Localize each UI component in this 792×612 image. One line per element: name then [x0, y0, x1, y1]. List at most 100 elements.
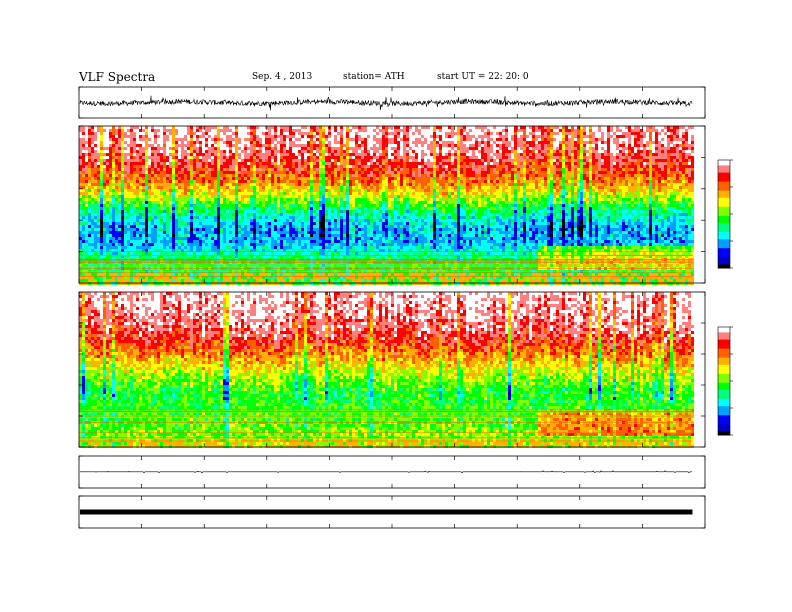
spectrogram-cell	[181, 147, 184, 150]
spectrogram-cell	[394, 174, 397, 177]
spectrogram-cell	[688, 132, 691, 135]
spectrogram-cell	[325, 162, 328, 165]
spectrogram-cell	[268, 165, 271, 168]
spectrogram-cell	[106, 129, 109, 132]
spectrogram-cell	[226, 192, 229, 195]
spectrogram-cell	[94, 177, 97, 180]
spectrogram-cell	[619, 153, 622, 156]
spectrogram-cell	[100, 129, 103, 132]
spectrogram-cell	[154, 135, 157, 138]
spectrogram-cell	[505, 162, 508, 165]
spectrogram-cell	[553, 150, 556, 153]
spectrogram-cell	[655, 135, 658, 138]
spectrogram-cell	[496, 174, 499, 177]
spectrogram-cell	[397, 138, 400, 141]
spectrogram-cell	[220, 150, 223, 153]
spectrogram-cell	[124, 180, 127, 183]
spectrogram-cell	[181, 189, 184, 192]
spectrogram-cell	[436, 165, 439, 168]
spectrogram-cell	[133, 165, 136, 168]
spectrogram-cell	[163, 153, 166, 156]
spectrogram-cell	[115, 189, 118, 192]
spectrogram-cell	[493, 177, 496, 180]
spectrogram-cell	[142, 186, 145, 189]
spectrogram-cell	[643, 177, 646, 180]
spectrogram-cell	[511, 195, 514, 198]
spectrogram-cell	[463, 177, 466, 180]
spectrogram-cell	[586, 141, 589, 144]
spectrogram-cell	[211, 186, 214, 189]
spectrogram-cell	[493, 180, 496, 183]
spectrogram-cell	[394, 195, 397, 198]
spectrogram-cell	[253, 144, 256, 147]
spectrogram-cell	[517, 165, 520, 168]
spectrogram-cell	[682, 156, 685, 159]
spectrogram-cell	[532, 180, 535, 183]
spectrogram-cell	[112, 147, 115, 150]
spectrogram-cell	[97, 189, 100, 192]
spectrogram-cell	[688, 135, 691, 138]
spectrogram-cell	[601, 126, 604, 129]
spectrogram-cell	[94, 147, 97, 150]
spectrogram-cell	[412, 168, 415, 171]
spectrogram-cell	[97, 195, 100, 198]
spectrogram-cell	[316, 141, 319, 144]
spectrogram-cell	[127, 129, 130, 132]
spectrogram-cell	[457, 186, 460, 189]
spectrogram-cell	[250, 177, 253, 180]
spectrogram-cell	[268, 171, 271, 174]
spectrogram-cell	[610, 177, 613, 180]
spectrogram-cell	[472, 126, 475, 129]
spectrogram-cell	[505, 135, 508, 138]
spectrogram-cell	[442, 168, 445, 171]
spectrogram-cell	[313, 156, 316, 159]
spectrogram-cell	[604, 195, 607, 198]
spectrogram-cell	[190, 195, 193, 198]
spectrogram-cell	[145, 135, 148, 138]
spectrogram-cell	[469, 126, 472, 129]
spectrogram-cell	[667, 180, 670, 183]
spectrogram-cell	[187, 189, 190, 192]
spectrogram-cell	[682, 144, 685, 147]
spectrogram-cell	[526, 189, 529, 192]
spectrogram-cell	[451, 141, 454, 144]
spectrogram-cell	[238, 195, 241, 198]
spectrogram-cell	[358, 162, 361, 165]
spectrogram-cell	[601, 174, 604, 177]
spectrogram-cell	[97, 165, 100, 168]
spectrogram-cell	[394, 162, 397, 165]
spectrogram-cell	[430, 171, 433, 174]
spectrogram-cell	[661, 168, 664, 171]
spectrogram-cell	[139, 195, 142, 198]
spectrogram-cell	[445, 138, 448, 141]
spectrogram-cell	[385, 168, 388, 171]
spectrogram-cell	[169, 165, 172, 168]
spectrogram-cell	[625, 144, 628, 147]
spectrogram-cell	[655, 162, 658, 165]
spectrogram-cell	[469, 138, 472, 141]
spectrogram-cell	[406, 192, 409, 195]
spectrogram-cell	[436, 147, 439, 150]
spectrogram-cell	[352, 132, 355, 135]
spectrogram-cell	[112, 186, 115, 189]
spectrogram-cell	[577, 129, 580, 132]
spectrogram-cell	[448, 195, 451, 198]
spectrogram-cell	[670, 189, 673, 192]
spectrogram-cell	[424, 189, 427, 192]
spectrogram-cell	[109, 150, 112, 153]
spectrogram-cell	[151, 195, 154, 198]
spectrogram-cell	[331, 153, 334, 156]
spectrogram-cell	[418, 183, 421, 186]
spectrogram-cell	[322, 129, 325, 132]
spectrogram-cell	[361, 177, 364, 180]
spectrogram-cell	[604, 174, 607, 177]
spectrogram-cell	[238, 174, 241, 177]
spectrogram-cell	[550, 189, 553, 192]
spectrogram-cell	[361, 183, 364, 186]
spectrogram-cell	[97, 138, 100, 141]
spectrogram-cell	[613, 135, 616, 138]
spectrogram-cell	[625, 159, 628, 162]
spectrogram-cell	[655, 129, 658, 132]
spectrogram-cell	[292, 153, 295, 156]
spectrogram-cell	[124, 132, 127, 135]
